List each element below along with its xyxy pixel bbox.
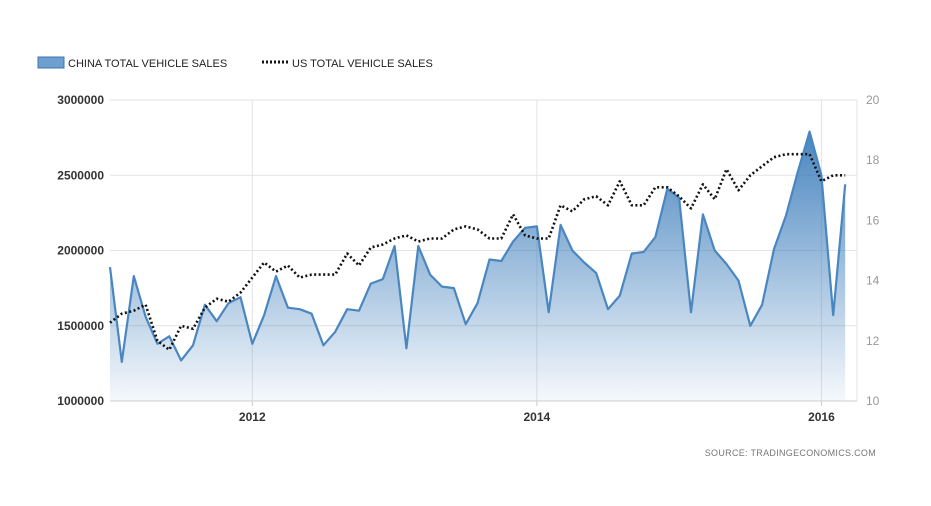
source-note: SOURCE: TRADINGECONOMICS.COM [705,448,876,458]
legend-swatch-china [37,56,65,69]
axes: 1000000 1500000 2000000 2500000 3000000 10 12 1… [57,93,879,424]
china-series-line [108,130,847,363]
x-tick-label: 2012 [239,410,266,424]
y-right-tick-label: 14 [866,274,880,288]
us-line [109,152,846,352]
y-left-tick-label: 2000000 [57,244,104,258]
y-left-tick-label: 1000000 [57,394,104,408]
y-left-tick-label: 1500000 [57,319,104,333]
us-series-line [109,152,846,352]
y-right-tick-label: 16 [866,213,880,227]
legend-label-us: US TOTAL VEHICLE SALES [292,58,433,70]
y-right-tick-label: 18 [866,153,880,167]
china-line [108,130,847,363]
x-tick-label: 2016 [808,410,835,424]
x-tick-label: 2014 [524,410,551,424]
y-right-tick-label: 10 [866,394,880,408]
y-right-tick-label: 20 [866,93,880,107]
y-right-tick-label: 12 [866,334,880,348]
china-area [110,131,846,401]
y-left-tick-label: 3000000 [57,93,104,107]
legend-label-china: CHINA TOTAL VEHICLE SALES [68,58,227,70]
y-left-tick-label: 2500000 [57,168,104,182]
china-area-fill [110,131,846,401]
legend: CHINA TOTAL VEHICLE SALES US TOTAL VEHIC… [37,56,433,70]
